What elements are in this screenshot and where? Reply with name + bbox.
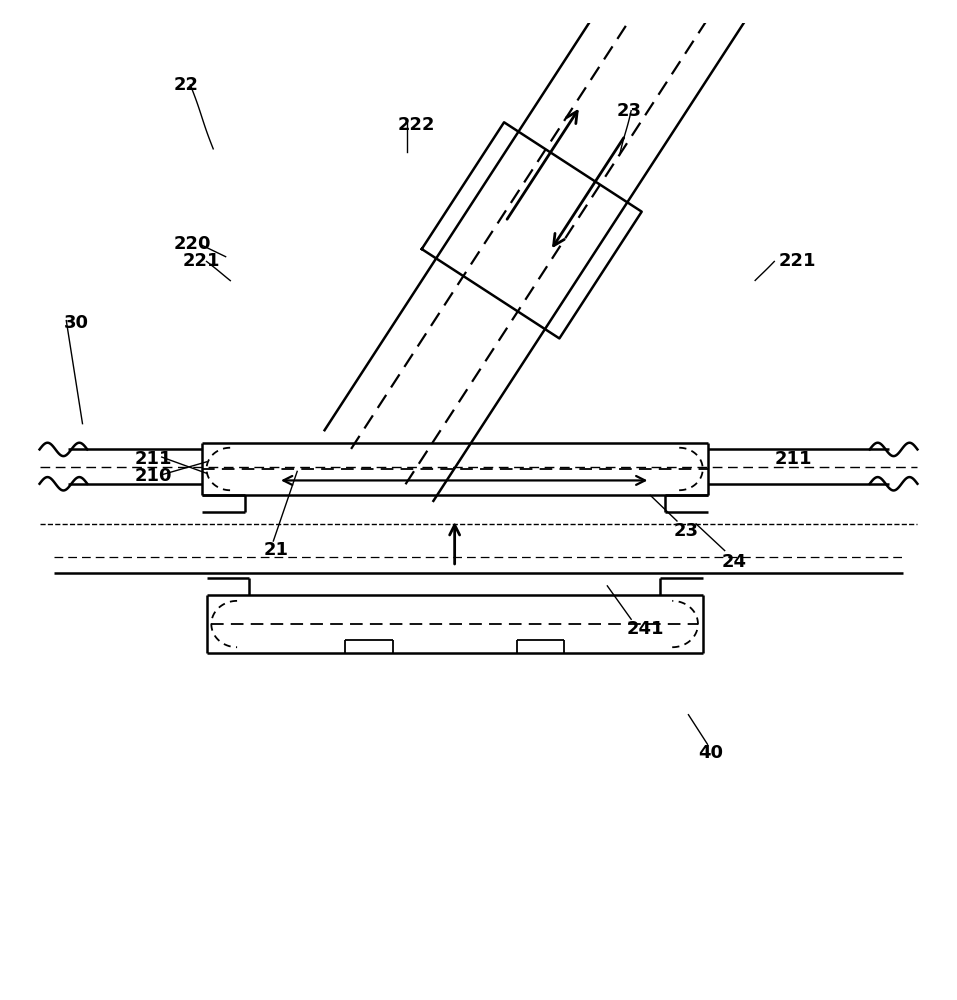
Text: 222: 222	[397, 116, 434, 134]
Text: 221: 221	[779, 252, 816, 270]
Text: 220: 220	[173, 235, 211, 253]
Text: 22: 22	[173, 76, 198, 94]
Text: 30: 30	[63, 314, 88, 332]
Text: 221: 221	[183, 252, 220, 270]
Text: 23: 23	[617, 102, 642, 120]
Text: 24: 24	[722, 553, 746, 571]
Text: 40: 40	[698, 744, 723, 762]
Text: 210: 210	[135, 467, 172, 485]
Text: 241: 241	[627, 620, 664, 638]
Text: 21: 21	[264, 541, 289, 559]
Text: 211: 211	[774, 450, 812, 468]
Text: 23: 23	[674, 522, 700, 540]
Text: 211: 211	[135, 450, 172, 468]
